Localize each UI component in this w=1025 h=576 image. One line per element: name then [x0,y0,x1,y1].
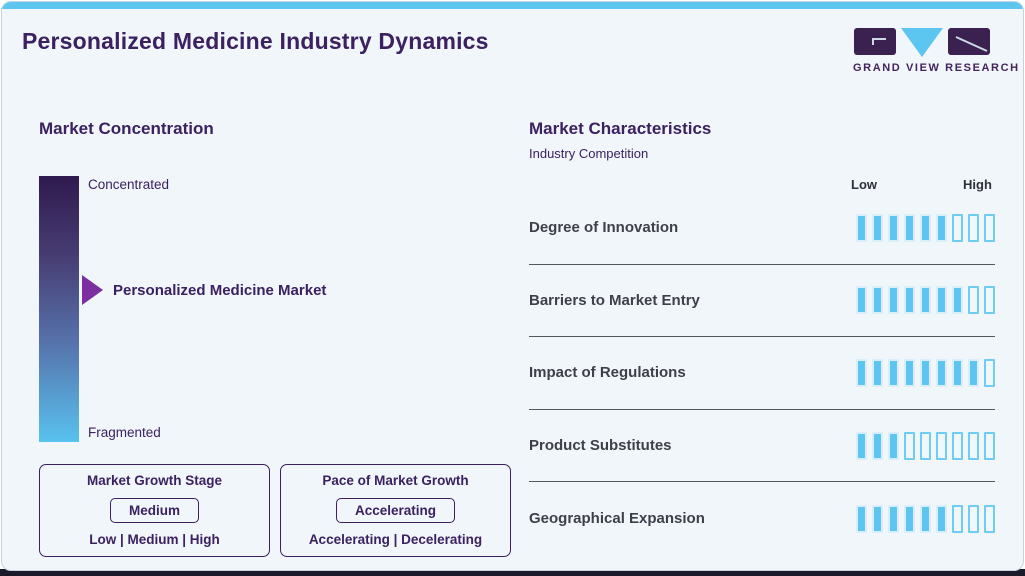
concentration-gradient-bar [39,176,79,442]
gvr-logo-icon [854,28,990,57]
characteristic-row: Degree of Innovation [529,192,995,265]
rating-segment-filled [936,213,947,242]
rating-segment-filled [856,431,867,460]
rating-segment-filled [888,286,899,315]
growth-pace-options: Accelerating | Decelerating [308,532,483,547]
rating-segment-filled [872,358,883,387]
rating-bars [856,358,995,387]
characteristic-row: Product Substitutes [529,410,995,483]
rating-bars [856,286,995,315]
rating-segment-filled [872,213,883,242]
rating-segment-filled [920,213,931,242]
scale-low-label: Low [851,177,877,192]
rating-segment-filled [952,358,963,387]
rating-segment-empty [952,213,963,242]
scale-high-label: High [963,177,992,192]
rating-segment-empty [984,358,995,387]
rating-segment-empty [968,213,979,242]
rating-segment-filled [888,504,899,533]
rating-segment-filled [936,358,947,387]
growth-stage-options: Low | Medium | High [89,532,220,547]
rating-segment-filled [872,286,883,315]
rating-segment-filled [888,431,899,460]
bottom-dark-bar [0,569,1025,576]
top-accent-strip [2,2,1023,9]
fragmented-label: Fragmented [88,425,161,440]
market-pointer-label: Personalized Medicine Market [113,282,327,299]
market-growth-stage-box: Market Growth Stage Medium Low | Medium … [39,464,270,557]
rating-segment-filled [904,286,915,315]
rating-segment-empty [984,504,995,533]
rating-segment-filled [888,358,899,387]
rating-segment-empty [968,431,979,460]
rating-segment-empty [984,213,995,242]
rating-segment-filled [968,358,979,387]
rating-segment-filled [888,213,899,242]
rating-segment-empty [936,431,947,460]
rating-segment-filled [872,504,883,533]
rating-segment-filled [936,286,947,315]
rating-segment-filled [936,504,947,533]
rating-segment-empty [952,504,963,533]
characteristic-row: Barriers to Market Entry [529,265,995,338]
pace-of-market-growth-box: Pace of Market Growth Accelerating Accel… [280,464,511,557]
rating-bars [856,213,995,242]
characteristic-row: Geographical Expansion [529,482,995,555]
rating-bars [856,431,995,460]
rating-segment-empty [968,504,979,533]
rating-segment-filled [904,504,915,533]
characteristics-list: Degree of Innovation Barriers to Market E… [529,192,995,555]
characteristic-label: Geographical Expansion [529,510,705,528]
rating-segment-filled [952,286,963,315]
brand-name: GRAND VIEW RESEARCH [853,62,1020,74]
rating-segment-filled [856,213,867,242]
rating-segment-filled [920,286,931,315]
market-concentration-heading: Market Concentration [39,119,214,138]
rating-segment-filled [920,504,931,533]
rating-segment-empty [920,431,931,460]
rating-segment-filled [904,213,915,242]
characteristic-row: Impact of Regulations [529,337,995,410]
growth-stage-value-badge: Medium [109,497,199,523]
rating-segment-filled [904,358,915,387]
characteristic-label: Degree of Innovation [529,219,679,237]
characteristic-label: Impact of Regulations [529,364,686,382]
rating-segment-filled [920,358,931,387]
concentrated-label: Concentrated [88,177,170,192]
rating-segment-empty [984,431,995,460]
page-title: Personalized Medicine Industry Dynamics [22,28,489,54]
grand-view-research-logo: GRAND VIEW RESEARCH [853,26,1020,74]
rating-segment-empty [968,286,979,315]
market-characteristics-heading: Market Characteristics [529,119,712,138]
rating-segment-filled [856,286,867,315]
industry-competition-subheading: Industry Competition [529,146,649,161]
characteristic-label: Product Substitutes [529,437,672,455]
growth-stage-title: Market Growth Stage [86,473,223,488]
rating-segment-empty [904,431,915,460]
rating-segment-filled [856,358,867,387]
rating-segment-filled [856,504,867,533]
characteristic-label: Barriers to Market Entry [529,291,700,309]
rating-segment-empty [952,431,963,460]
growth-pace-value-badge: Accelerating [335,497,456,523]
market-pointer-arrow-icon [82,275,103,305]
rating-segment-filled [872,431,883,460]
rating-segment-empty [984,286,995,315]
growth-pace-title: Pace of Market Growth [322,473,469,488]
rating-bars [856,504,995,533]
